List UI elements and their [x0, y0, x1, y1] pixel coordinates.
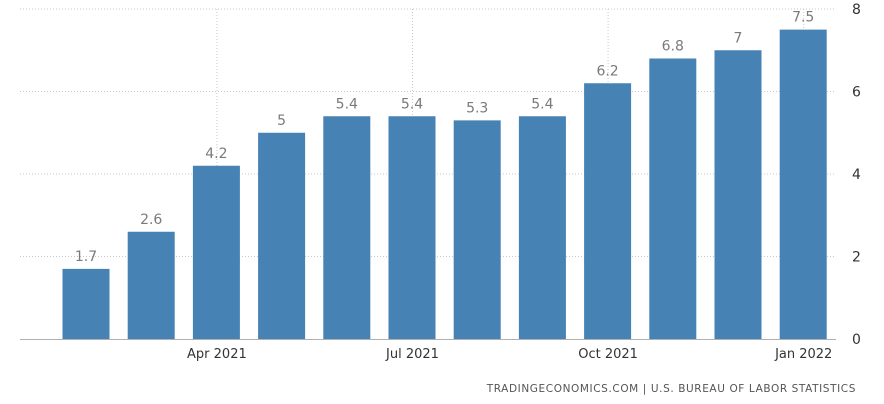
x-tick-label: Jul 2021: [385, 347, 439, 362]
bar-value-label: 5: [277, 113, 286, 129]
source-attribution: TRADINGECONOMICS.COM | U.S. BUREAU OF LA…: [486, 383, 856, 395]
bar: [62, 268, 110, 339]
bar-value-label: 5.4: [336, 96, 358, 112]
bar-value-label: 1.7: [75, 249, 97, 265]
y-tick-label: 2: [852, 250, 861, 266]
x-tick-label: Jan 2022: [774, 347, 832, 362]
bar-value-label: 4.2: [205, 146, 227, 162]
x-tick-label: Oct 2021: [578, 347, 638, 362]
bar: [192, 165, 240, 339]
bar-value-label: 5.4: [531, 96, 553, 112]
y-axis: 0 2 4 6 8: [852, 2, 861, 348]
bar-value-label: 5.3: [466, 100, 488, 116]
bar-value-label: 5.4: [401, 96, 423, 112]
bar: [518, 116, 566, 339]
bar: [714, 50, 762, 339]
x-tick-label: Apr 2021: [187, 347, 247, 362]
bar: [258, 132, 306, 339]
bar: [388, 116, 436, 339]
bars-layer: [62, 29, 827, 339]
y-tick-label: 4: [852, 167, 861, 183]
bar-value-label: 6.2: [596, 63, 618, 79]
value-labels-layer: 1.7 2.6 4.2 5 5.4 5.4 5.3 5.4 6.2 6.8 7 7.5: [75, 10, 814, 265]
y-tick-label: 0: [852, 332, 861, 348]
bar-value-label: 7: [734, 30, 743, 46]
bar-value-label: 6.8: [662, 39, 684, 55]
x-axis: Apr 2021 Jul 2021 Oct 2021 Jan 2022: [20, 339, 836, 362]
bar: [779, 29, 827, 339]
y-tick-label: 6: [852, 85, 861, 101]
bar: [453, 120, 501, 339]
bar-value-label: 7.5: [792, 10, 814, 26]
bar-value-label: 2.6: [140, 212, 162, 228]
bar: [127, 231, 175, 339]
bar: [584, 83, 632, 339]
bar: [649, 58, 697, 339]
y-tick-label: 8: [852, 2, 861, 18]
bar: [323, 116, 371, 339]
